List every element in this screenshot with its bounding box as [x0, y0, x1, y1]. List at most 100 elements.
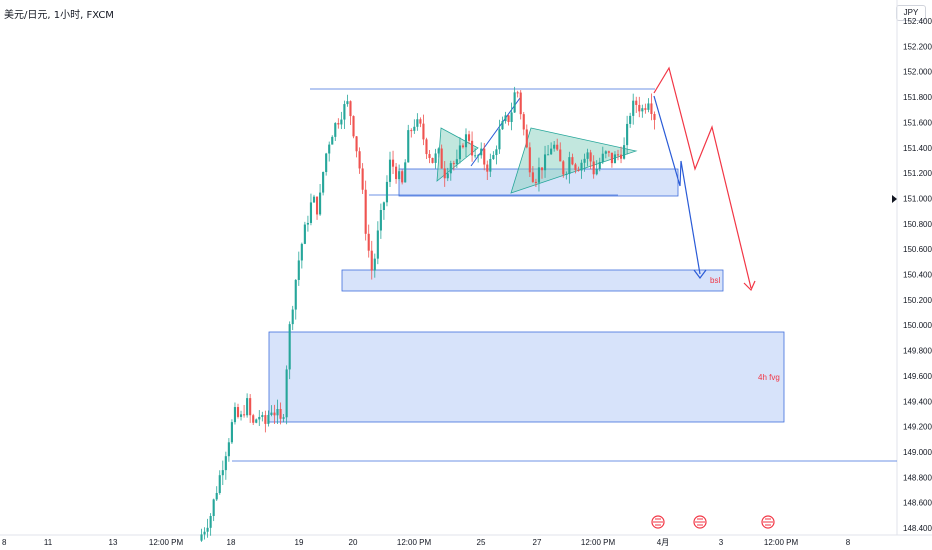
candle[interactable]	[543, 145, 547, 178]
candle[interactable]	[504, 111, 507, 124]
candle[interactable]	[218, 470, 221, 495]
candle[interactable]	[562, 160, 565, 178]
candle[interactable]	[401, 169, 404, 185]
candle[interactable]	[309, 193, 313, 226]
candle[interactable]	[565, 171, 568, 180]
candle[interactable]	[212, 498, 215, 522]
candle[interactable]	[270, 405, 273, 417]
candle[interactable]	[467, 130, 471, 145]
candle[interactable]	[513, 86, 516, 114]
candle[interactable]	[437, 147, 440, 158]
candle[interactable]	[255, 418, 258, 424]
candle[interactable]	[507, 114, 510, 126]
candle[interactable]	[471, 131, 474, 162]
candle[interactable]	[553, 140, 556, 152]
candle[interactable]	[586, 148, 589, 167]
candle[interactable]	[395, 162, 398, 184]
candle[interactable]	[653, 111, 656, 130]
candle[interactable]	[361, 163, 364, 195]
candle[interactable]	[315, 196, 319, 220]
candle[interactable]	[446, 167, 449, 182]
candle[interactable]	[279, 402, 282, 425]
candle[interactable]	[203, 527, 206, 540]
candle[interactable]	[276, 399, 279, 425]
candle[interactable]	[577, 166, 580, 172]
candle[interactable]	[598, 157, 601, 172]
candle[interactable]	[239, 410, 243, 421]
candle[interactable]	[249, 394, 252, 423]
candle[interactable]	[404, 159, 407, 183]
candle[interactable]	[461, 143, 465, 149]
event-flag-us-icon[interactable]	[761, 515, 775, 529]
candle[interactable]	[264, 410, 267, 433]
candle[interactable]	[306, 215, 309, 232]
candle[interactable]	[364, 180, 367, 241]
candle[interactable]	[282, 413, 285, 423]
candle[interactable]	[531, 166, 534, 183]
candle[interactable]	[638, 96, 641, 118]
event-flag-us-icon[interactable]	[693, 515, 707, 529]
candle[interactable]	[261, 411, 264, 422]
candle[interactable]	[477, 153, 480, 163]
candle[interactable]	[510, 102, 513, 131]
candle[interactable]	[464, 128, 468, 157]
candle[interactable]	[200, 528, 203, 542]
candle[interactable]	[610, 152, 613, 168]
candle[interactable]	[388, 151, 392, 187]
forecast-blue-path[interactable]	[653, 95, 701, 275]
candle[interactable]	[294, 279, 297, 320]
candle[interactable]	[246, 393, 249, 418]
candle[interactable]	[443, 161, 446, 187]
candle[interactable]	[340, 111, 343, 130]
candle[interactable]	[337, 118, 340, 129]
candle[interactable]	[370, 240, 373, 280]
candle[interactable]	[385, 175, 389, 207]
candle[interactable]	[252, 413, 255, 426]
candle[interactable]	[519, 90, 522, 120]
candle[interactable]	[349, 100, 352, 126]
candle[interactable]	[537, 157, 541, 192]
candle[interactable]	[303, 221, 306, 245]
event-flag-us-icon[interactable]	[651, 515, 665, 529]
candle[interactable]	[449, 160, 452, 181]
candle[interactable]	[273, 404, 276, 425]
candle[interactable]	[230, 419, 233, 445]
candle[interactable]	[626, 115, 629, 155]
candle[interactable]	[601, 146, 604, 165]
candle[interactable]	[206, 518, 209, 538]
candle[interactable]	[604, 150, 607, 159]
candle[interactable]	[616, 149, 620, 161]
candle[interactable]	[379, 203, 382, 239]
candle[interactable]	[382, 201, 385, 220]
candle[interactable]	[224, 451, 227, 480]
candle[interactable]	[233, 402, 237, 425]
candle[interactable]	[568, 151, 571, 184]
candle[interactable]	[352, 115, 355, 139]
candle[interactable]	[416, 113, 419, 131]
candle[interactable]	[595, 160, 598, 176]
candle[interactable]	[328, 141, 331, 162]
candle[interactable]	[486, 160, 489, 181]
candle[interactable]	[243, 404, 246, 418]
candle[interactable]	[373, 253, 376, 278]
candle[interactable]	[440, 144, 443, 169]
candle[interactable]	[580, 159, 583, 179]
candle[interactable]	[376, 221, 379, 265]
candle[interactable]	[319, 184, 322, 216]
candle[interactable]	[455, 149, 458, 168]
candle[interactable]	[428, 149, 431, 164]
candle[interactable]	[607, 150, 610, 157]
candle[interactable]	[209, 513, 212, 536]
candle[interactable]	[398, 164, 401, 181]
candle[interactable]	[647, 98, 650, 113]
candle[interactable]	[419, 117, 422, 128]
candle[interactable]	[559, 142, 562, 162]
candle[interactable]	[288, 321, 291, 380]
candle[interactable]	[434, 148, 437, 169]
candle[interactable]	[522, 111, 525, 136]
candle[interactable]	[227, 438, 230, 462]
candle[interactable]	[297, 251, 300, 286]
candle[interactable]	[285, 365, 288, 425]
candle[interactable]	[221, 460, 224, 486]
fvg-4h-zone[interactable]	[268, 331, 785, 423]
